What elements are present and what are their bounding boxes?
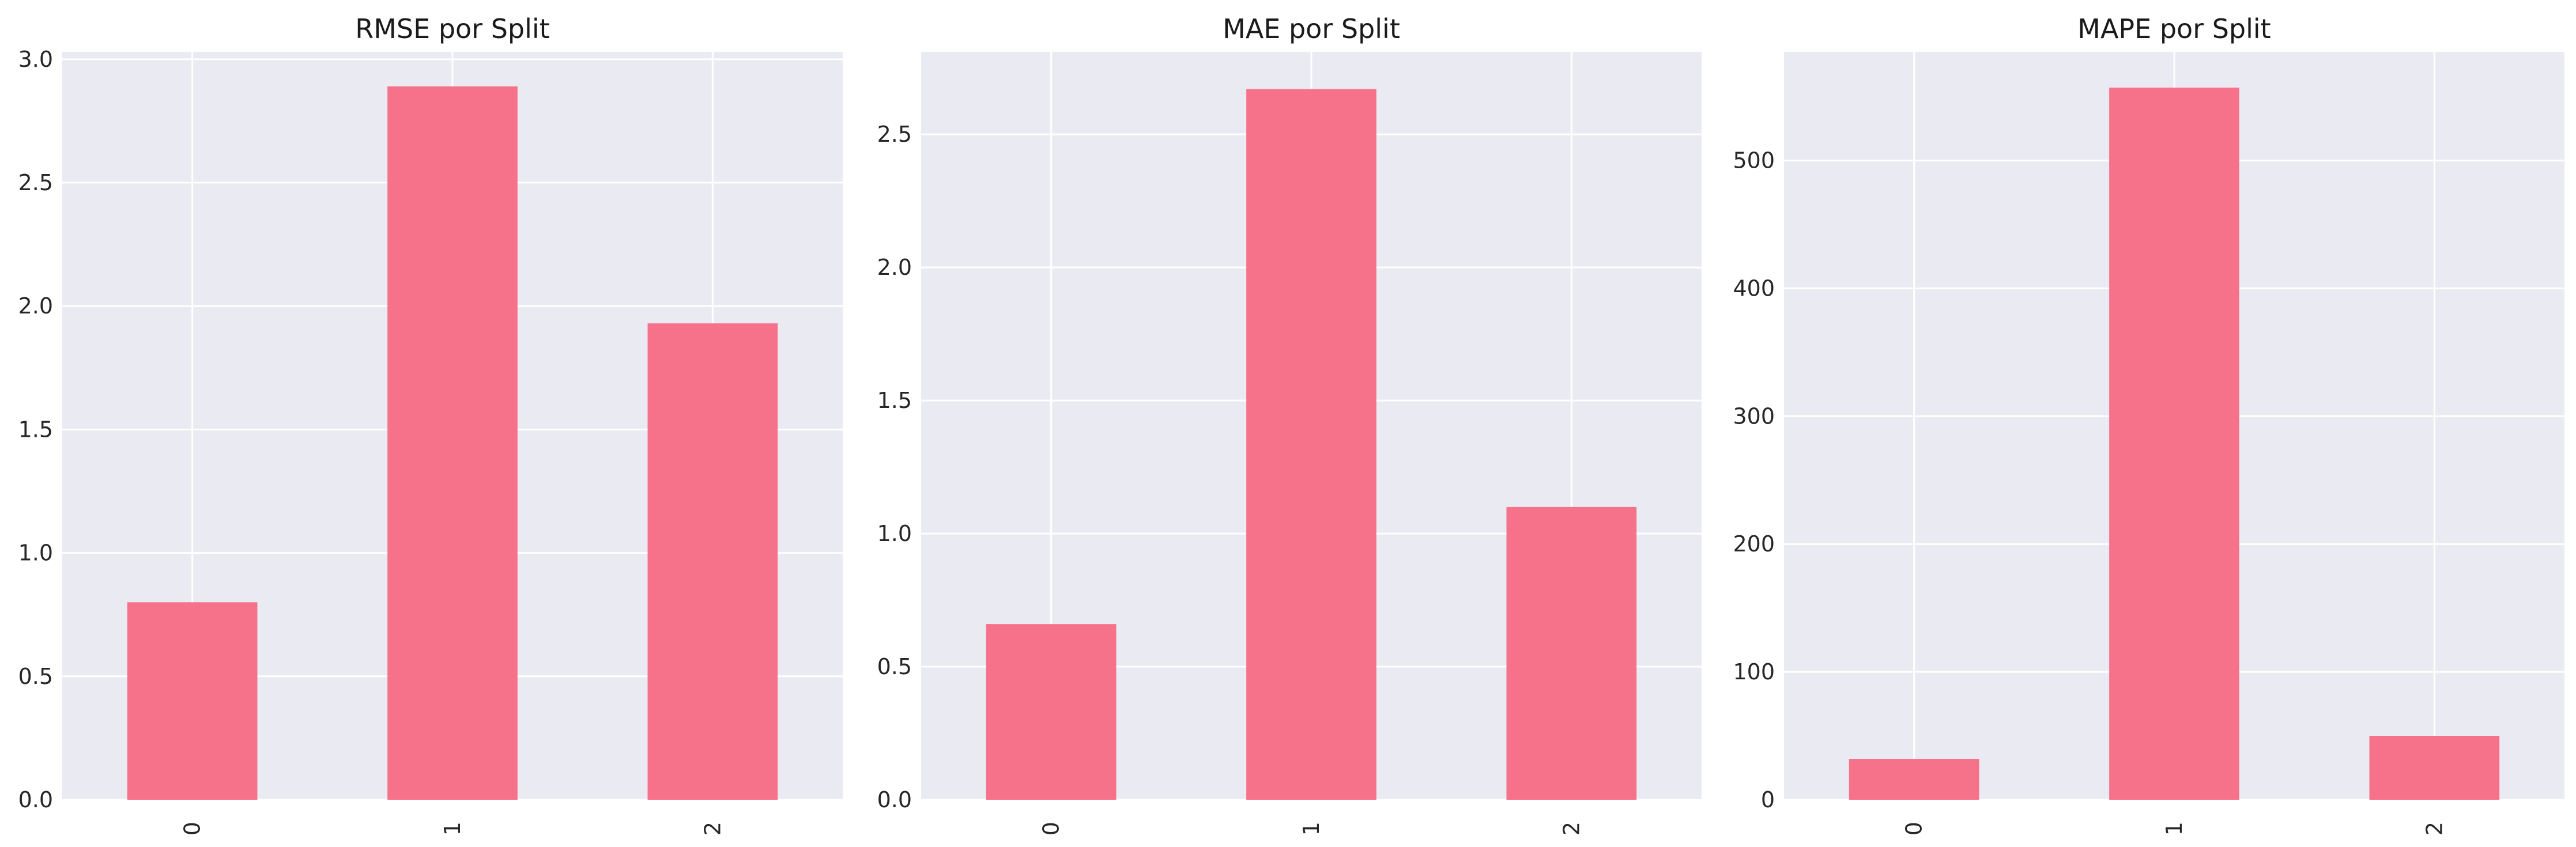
bars bbox=[986, 89, 1637, 800]
x-tick-labels: 0 1 2 bbox=[1039, 822, 1585, 835]
y-tick-label: 2.5 bbox=[877, 122, 912, 147]
bars bbox=[127, 86, 778, 800]
bar-1 bbox=[387, 86, 518, 800]
y-tick-label: 3.0 bbox=[18, 47, 53, 72]
y-tick-label: 2.5 bbox=[18, 170, 53, 195]
x-tick-label: 1 bbox=[440, 822, 465, 835]
y-tick-label: 1.5 bbox=[877, 388, 912, 413]
y-tick-label: 0.5 bbox=[18, 664, 53, 689]
x-tick-labels: 0 1 2 bbox=[1902, 822, 2447, 835]
y-tick-label: 300 bbox=[1733, 403, 1775, 429]
y-tick-label: 1.0 bbox=[877, 521, 912, 546]
bar-2 bbox=[647, 323, 778, 800]
y-tick-labels: 0 100 200 300 400 500 bbox=[1733, 148, 1775, 812]
y-tick-label: 100 bbox=[1733, 659, 1775, 685]
y-tick-label: 500 bbox=[1733, 148, 1775, 173]
y-tick-label: 0.0 bbox=[877, 787, 912, 812]
y-tick-label: 0.0 bbox=[18, 787, 53, 812]
rmse-chart: 0.0 0.5 1.0 1.5 2.0 2.5 3.0 0 1 2 RMSE por Split bbox=[18, 13, 843, 835]
chart-title: MAPE por Split bbox=[2077, 13, 2270, 44]
y-tick-label: 0 bbox=[1761, 787, 1775, 812]
x-tick-label: 2 bbox=[2422, 822, 2447, 835]
mae-chart: 0.0 0.5 1.0 1.5 2.0 2.5 0 1 2 MAE por Split bbox=[877, 13, 1702, 835]
bar-1 bbox=[1246, 89, 1376, 800]
y-tick-label: 400 bbox=[1733, 275, 1775, 301]
bar-0 bbox=[1849, 758, 1979, 800]
x-tick-labels: 0 1 2 bbox=[180, 822, 726, 835]
x-tick-label: 0 bbox=[1039, 822, 1064, 835]
bar-2 bbox=[1506, 506, 1637, 800]
bar-0 bbox=[127, 602, 258, 800]
y-tick-labels: 0.0 0.5 1.0 1.5 2.0 2.5 3.0 bbox=[18, 47, 53, 812]
x-tick-label: 2 bbox=[700, 822, 725, 835]
y-tick-label: 2.0 bbox=[877, 255, 912, 280]
bar-1 bbox=[2109, 88, 2239, 800]
mape-chart: 0 100 200 300 400 500 0 1 2 MAPE por Split bbox=[1733, 13, 2564, 835]
x-tick-label: 0 bbox=[180, 822, 205, 835]
y-tick-label: 200 bbox=[1733, 531, 1775, 557]
y-tick-label: 1.5 bbox=[18, 417, 53, 442]
bar-0 bbox=[986, 624, 1117, 800]
x-tick-label: 0 bbox=[1902, 822, 1927, 835]
y-tick-label: 1.0 bbox=[18, 540, 53, 566]
bar-2 bbox=[2369, 736, 2500, 800]
x-tick-label: 2 bbox=[1559, 822, 1584, 835]
bars bbox=[1849, 88, 2500, 800]
x-tick-label: 1 bbox=[2162, 822, 2187, 835]
y-tick-label: 0.5 bbox=[877, 654, 912, 679]
chart-title: RMSE por Split bbox=[355, 13, 549, 44]
y-tick-label: 2.0 bbox=[18, 293, 53, 319]
chart-title: MAE por Split bbox=[1223, 13, 1400, 44]
x-tick-label: 1 bbox=[1299, 822, 1324, 835]
y-tick-labels: 0.0 0.5 1.0 1.5 2.0 2.5 bbox=[877, 122, 912, 812]
